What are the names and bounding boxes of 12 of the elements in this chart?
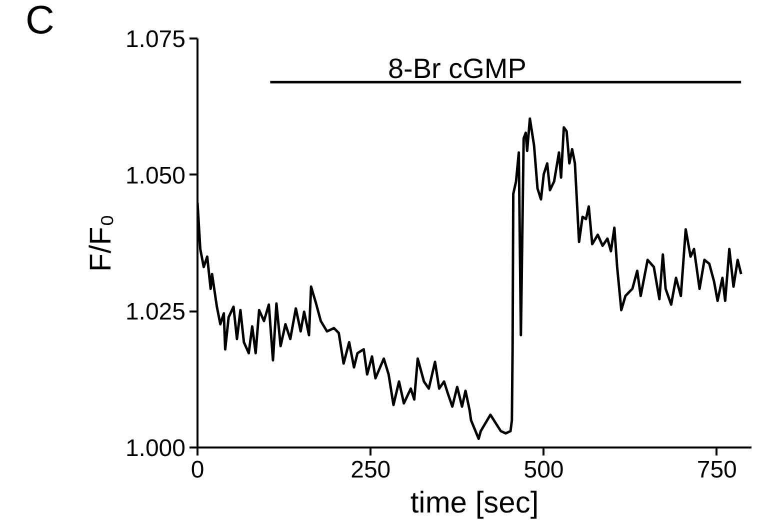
- x-tick-label: 750: [696, 456, 737, 484]
- x-tick-label: 0: [190, 456, 204, 484]
- y-tick-label: 1.000: [125, 435, 186, 462]
- annotation: 8-Br cGMP: [388, 53, 526, 84]
- y-tick-label: 1.050: [125, 162, 186, 190]
- x-tick-label: 250: [350, 456, 391, 484]
- x-axis-title: time [sec]: [410, 486, 539, 520]
- y-axis-title: F/F₀: [84, 214, 118, 272]
- text: C: [26, 0, 54, 42]
- x-tick-label: 500: [524, 456, 564, 484]
- y-tick-label: 1.075: [125, 26, 186, 53]
- y-tick-label: 1.025: [125, 298, 186, 326]
